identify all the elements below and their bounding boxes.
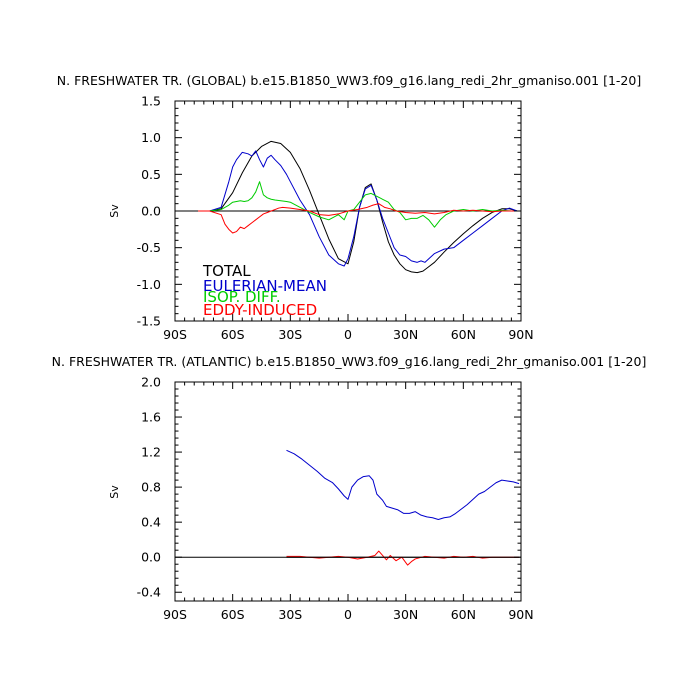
atlantic-x-tick-label: 60N [451,607,476,622]
global-y-tick-label: 1.0 [141,130,161,145]
atlantic-y-tick-label: 1.6 [141,410,161,425]
legend-entry-total: TOTAL [202,262,251,280]
atlantic-x-tick-label: 90N [508,607,533,622]
global-x-tick-label: 30S [278,327,302,342]
atlantic-x-tick-label: 30S [278,607,302,622]
global-x-tick-label: 90S [163,327,187,342]
global-x-tick-label: 60S [221,327,245,342]
global-axes: 90S 60S 30S 0 30N 60N 90N -1.5 -1.0 -0.5 0.0 0.5 1.0… [137,94,534,343]
global-legend: TOTAL EULERIAN-MEAN ISOP. DIFF. EDDY-IND… [202,262,327,319]
global-series-line-eulerian-mean [198,150,518,267]
atlantic-plot-area [175,449,521,566]
atlantic-y-axis-label: Sv [108,485,121,499]
global-plot-area [175,140,521,274]
atlantic-series-line-series-0 [286,449,520,521]
atlantic-panel: N. FRESHWATER TR. (ATLANTIC) b.e15.B1850… [52,354,647,622]
global-y-tick-label: -1.5 [137,314,161,329]
atlantic-y-tick-label: 0.0 [141,550,161,565]
legend-entry-isop-diff: ISOP. DIFF. [203,288,281,306]
atlantic-series-line-series-1 [286,550,520,566]
legend-entry-eulerian-mean: EULERIAN-MEAN [203,277,327,295]
atlantic-y-tick-label: 1.2 [141,445,161,460]
atlantic-y-tick-label: 0.8 [141,480,161,495]
global-y-axis-label: Sv [108,204,121,218]
atlantic-x-tick-label: 90S [163,607,187,622]
global-x-tick-label: 30N [393,327,418,342]
global-y-tick-label: 0.5 [141,167,161,182]
global-y-tick-label: -0.5 [137,240,161,255]
atlantic-y-tick-label: 2.0 [141,375,161,390]
atlantic-x-tick-label: 60S [221,607,245,622]
atlantic-x-tick-label: 30N [393,607,418,622]
global-panel: N. FRESHWATER TR. (GLOBAL) b.e15.B1850_W… [57,73,641,342]
legend-entry-eddy-induced: EDDY-INDUCED [203,301,317,319]
global-y-tick-label: 0.0 [141,204,161,219]
global-y-tick-label: 1.5 [141,94,161,109]
global-x-tick-label: 0 [344,327,352,342]
global-x-tick-label: 90N [508,327,533,342]
atlantic-y-tick-label: 0.4 [141,515,161,530]
global-y-tick-label: -1.0 [137,277,161,292]
global-chart-title: N. FRESHWATER TR. (GLOBAL) b.e15.B1850_W… [57,73,641,88]
atlantic-x-tick-label: 0 [344,607,352,622]
global-series-line-eddy-induced [198,203,518,234]
global-x-tick-label: 60N [451,327,476,342]
atlantic-axes: 90S 60S 30S 0 30N 60N 90N -0.4 0.0 0.4 0.8 1.2 1.6 2.… [137,375,534,623]
atlantic-chart-title: N. FRESHWATER TR. (ATLANTIC) b.e15.B1850… [52,354,647,369]
atlantic-y-tick-label: -0.4 [137,585,161,600]
